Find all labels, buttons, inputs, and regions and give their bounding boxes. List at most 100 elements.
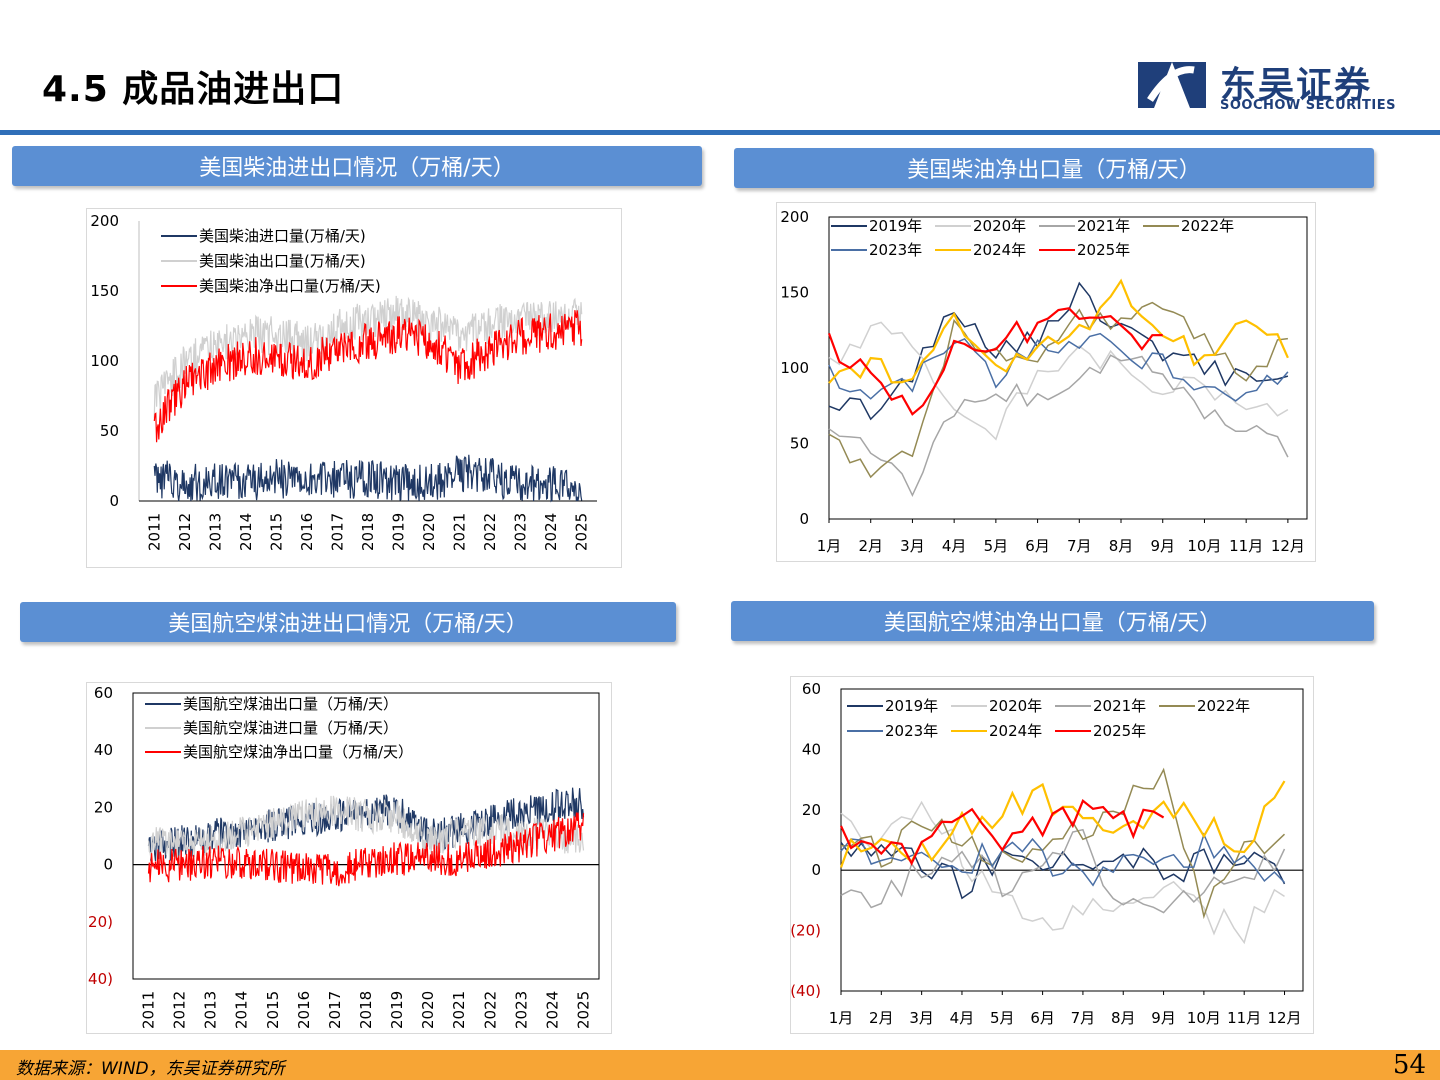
series-line <box>828 301 1288 479</box>
x-tick-label: 2012 <box>176 513 194 551</box>
x-tick-label: 2023 <box>512 991 530 1029</box>
x-tick-label: 2015 <box>267 513 285 551</box>
series-line <box>153 310 583 443</box>
logo-cn-text: 东吴证券 <box>1220 65 1373 106</box>
page-number: 54 <box>1392 1050 1426 1080</box>
x-tick-label: 11月 <box>1229 537 1263 555</box>
x-tick-label: 3月 <box>909 1009 934 1027</box>
series-line <box>147 787 585 862</box>
x-tick-label: 6月 <box>1025 537 1050 555</box>
legend-label: 2019年 <box>885 697 938 715</box>
logo-en-text: SOOCHOW SECURITIES <box>1220 98 1396 113</box>
plot-frame <box>840 688 1304 992</box>
x-tick-label: 10月 <box>1187 537 1221 555</box>
x-tick-label: 12月 <box>1271 537 1305 555</box>
x-tick-label: 2018 <box>357 991 375 1029</box>
x-tick-label: 2021 <box>450 991 468 1029</box>
x-tick-label: 2023 <box>512 513 530 551</box>
x-tick-label: 4月 <box>942 537 967 555</box>
x-tick-label: 6月 <box>1030 1009 1055 1027</box>
legend-label: 美国航空煤油进口量（万桶/天） <box>183 719 398 737</box>
series-line <box>840 800 1285 945</box>
series-line <box>153 454 583 503</box>
chart-jet-net: (40) (20) 0 20 40 60 1月 2月 3月 4月 5月 6月 7月 8月 9月 10月 11月 1… <box>790 676 1314 1034</box>
panel-title-diesel-net: 美国柴油净出口量（万桶/天） <box>734 148 1374 188</box>
legend-label: 美国柴油净出口量(万桶/天) <box>199 277 381 295</box>
y-tick-label: (20) <box>87 913 113 931</box>
page-title: 4.5 成品油进出口 <box>42 69 345 110</box>
y-tick-label: 200 <box>780 208 809 226</box>
series-line <box>827 307 1163 416</box>
x-tick-label: 2021 <box>451 513 469 551</box>
x-tick-label: 2022 <box>481 991 499 1029</box>
series-line <box>828 321 1289 441</box>
x-tick-label: 2013 <box>202 991 220 1029</box>
x-tick-label: 5月 <box>984 537 1009 555</box>
x-tick-label: 2020 <box>420 513 438 551</box>
legend-label: 2025年 <box>1077 241 1130 259</box>
x-tick-label: 10月 <box>1187 1009 1221 1027</box>
legend-label: 2023年 <box>885 722 938 740</box>
soochow-logo-icon <box>1138 62 1206 108</box>
chart-diesel-net: 0 50 100 150 200 1月 2月 3月 4月 5月 6月 7月 8月 9月 10月 11月 12月 2… <box>776 202 1316 562</box>
x-tick-label: 2011 <box>145 513 163 551</box>
legend-label: 2020年 <box>973 217 1026 235</box>
legend-label: 美国航空煤油出口量（万桶/天） <box>183 695 398 713</box>
x-tick-label: 2019 <box>390 513 408 551</box>
x-tick-label: 9月 <box>1150 537 1175 555</box>
y-tick-label: 50 <box>100 422 119 440</box>
series-line <box>839 799 1165 866</box>
x-tick-label: 2011 <box>140 991 158 1029</box>
y-tick-label: (40) <box>87 970 113 988</box>
legend-label: 2022年 <box>1197 697 1250 715</box>
y-tick-label: 100 <box>780 359 809 377</box>
x-tick-label: 11月 <box>1227 1009 1261 1027</box>
series-line <box>828 278 1289 384</box>
legend-label: 2021年 <box>1093 697 1146 715</box>
y-tick-label: 0 <box>799 510 809 528</box>
x-tick-label: 5月 <box>990 1009 1015 1027</box>
y-tick-label: 200 <box>90 212 119 230</box>
y-tick-label: 60 <box>802 680 821 698</box>
series-line <box>840 828 1286 914</box>
chart-diesel-trade: 0 50 100 150 200 2011 2012 2013 2014 2015 2016 2017… <box>86 208 622 568</box>
legend-label: 2020年 <box>989 697 1042 715</box>
y-tick-label: 0 <box>103 856 113 874</box>
panel-title-jet-net: 美国航空煤油净出口量（万桶/天） <box>731 601 1374 641</box>
chart-jet-trade: (40) (20) 0 20 40 60 2011 2012 2013 2014 2015 2016 2… <box>86 682 612 1034</box>
y-tick-label: 150 <box>90 282 119 300</box>
y-tick-label: 50 <box>790 435 809 453</box>
panel-title-diesel-trade: 美国柴油进出口情况（万桶/天） <box>12 146 702 186</box>
x-tick-label: 4月 <box>950 1009 975 1027</box>
legend-label: 2019年 <box>869 217 922 235</box>
series-line <box>828 354 1289 498</box>
x-tick-label: 2024 <box>542 513 560 551</box>
legend-label: 美国航空煤油净出口量（万桶/天） <box>183 743 413 761</box>
y-tick-label: (40) <box>791 982 821 1000</box>
y-tick-label: 20 <box>802 801 821 819</box>
x-tick-label: 7月 <box>1071 1009 1096 1027</box>
plot-frame <box>828 216 1308 520</box>
x-tick-label: 2015 <box>264 991 282 1029</box>
footer-bar: 数据来源：WIND，东吴证券研究所 54 <box>0 1050 1440 1080</box>
x-tick-label: 2014 <box>233 991 251 1029</box>
y-tick-label: 60 <box>94 684 113 702</box>
x-tick-label: 2025 <box>574 991 592 1029</box>
legend-label: 美国柴油进口量(万桶/天) <box>199 227 366 245</box>
legend-label: 2025年 <box>1093 722 1146 740</box>
x-tick-label: 2017 <box>326 991 344 1029</box>
x-tick-label: 2018 <box>359 513 377 551</box>
legend-label: 2024年 <box>989 722 1042 740</box>
x-tick-label: 2016 <box>295 991 313 1029</box>
x-tick-label: 7月 <box>1067 537 1092 555</box>
x-tick-label: 2019 <box>388 991 406 1029</box>
x-tick-label: 1月 <box>817 537 842 555</box>
y-tick-label: 0 <box>811 861 821 879</box>
y-tick-label: 150 <box>780 284 809 302</box>
x-tick-label: 8月 <box>1109 537 1134 555</box>
x-tick-label: 12月 <box>1267 1009 1301 1027</box>
x-tick-label: 3月 <box>900 537 925 555</box>
legend-label: 2021年 <box>1077 217 1130 235</box>
series-line <box>841 767 1286 920</box>
x-tick-label: 2013 <box>206 513 224 551</box>
